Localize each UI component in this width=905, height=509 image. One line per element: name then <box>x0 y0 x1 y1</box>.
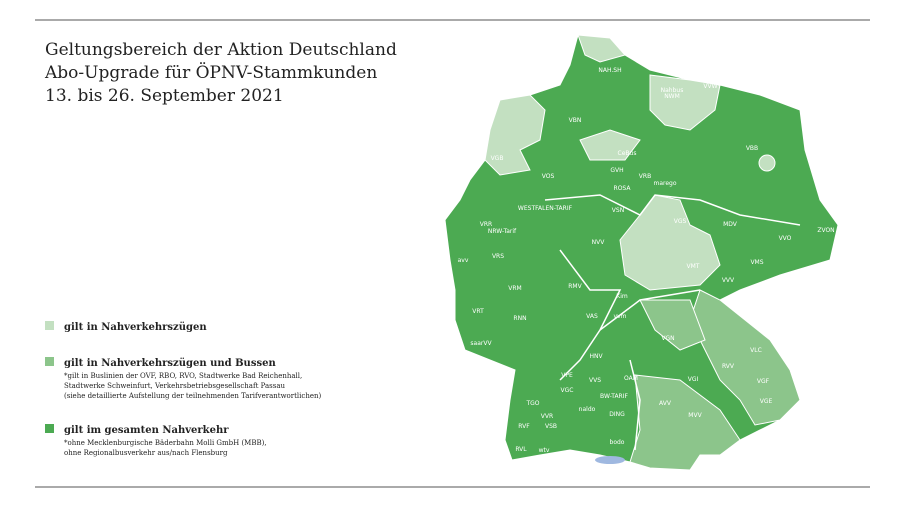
region-label: OAM <box>624 375 638 382</box>
legend-note: *gilt in Buslinien der OVF, RBO, RVO, St… <box>64 372 302 380</box>
region-label: NAH.SH <box>598 67 621 74</box>
region-label: TGO <box>525 400 539 407</box>
region-label: NVV <box>592 239 606 246</box>
region-label: GVH <box>610 167 623 174</box>
region-label: marego <box>653 180 676 187</box>
region-label: CeBus <box>618 150 637 157</box>
region-label: VLC <box>750 347 762 354</box>
region-label: VRM <box>508 285 521 292</box>
region-label: Nahbus <box>661 87 684 94</box>
region-label: Kim <box>616 293 628 300</box>
region-label: VVW* <box>703 83 720 90</box>
region-label: RVF <box>518 423 530 430</box>
region-label: VGI <box>688 376 699 383</box>
region-label: RNN <box>513 315 526 322</box>
legend-swatch <box>45 357 54 366</box>
legend-label: gilt im gesamten Nahverkehr <box>64 425 229 436</box>
region-label: VRT <box>472 308 484 315</box>
region-label: MVV <box>688 412 702 419</box>
zone-light <box>649 74 721 131</box>
border <box>629 359 641 451</box>
region-label: ROSA <box>614 185 632 192</box>
region-label: VGB <box>491 155 504 162</box>
zone-light <box>619 194 721 291</box>
title: Abo-Upgrade für ÖPNV-Stammkunden <box>44 62 377 83</box>
zone-light <box>579 129 641 161</box>
border <box>559 249 622 381</box>
region-label: VVO <box>779 235 792 242</box>
zone-medium <box>689 289 801 426</box>
lake <box>595 456 625 464</box>
map <box>444 34 839 471</box>
legend-swatch <box>45 321 54 330</box>
region-label: NWM <box>664 93 680 100</box>
region-label: saarVV <box>470 340 492 347</box>
border <box>544 194 801 226</box>
region-label: RVL <box>515 446 527 453</box>
region-label: RMV <box>568 283 582 290</box>
legend-label: gilt in Nahverkehrszügen <box>64 322 207 333</box>
region-label: VGC <box>561 387 574 394</box>
region-label: ZVON <box>817 227 834 234</box>
legend-note: (siehe detaillierte Aufstellung der teil… <box>64 392 321 400</box>
legend-note: Stadtwerke Schweinfurt, Verkehrsbetriebs… <box>64 382 286 390</box>
region-label: VVS <box>589 377 601 384</box>
region-label: VGE <box>760 398 773 405</box>
berlin <box>758 154 776 172</box>
region-label: VRR <box>480 221 492 228</box>
region-label: VRB <box>639 173 651 180</box>
zone-light <box>484 94 546 176</box>
zone-medium <box>639 299 706 351</box>
region-label: HNV <box>589 353 603 360</box>
region-label: VGS <box>674 218 687 225</box>
region-label: VSN <box>612 207 624 214</box>
region-label: wtv <box>539 447 550 454</box>
region-label: MDV <box>723 221 738 228</box>
region-label: VPE <box>561 372 573 379</box>
zone-medium <box>629 374 741 471</box>
region-label: RVV <box>722 363 735 370</box>
region-label: BW-TARIF <box>600 393 628 400</box>
region-label: NRW-Tarif <box>488 228 517 235</box>
region-label: VGF <box>757 378 770 385</box>
region-label: VRS <box>492 253 504 260</box>
region-label: vvm <box>614 313 627 320</box>
region-label: naldo <box>579 406 596 413</box>
zone-light <box>577 34 626 63</box>
region-label: VVV <box>722 277 735 284</box>
region-label: avv <box>458 257 469 264</box>
legend-swatch <box>45 424 54 433</box>
title: Geltungsbereich der Aktion Deutschland <box>45 40 397 60</box>
legend-note: ohne Regionalbusverkehr aus/nach Flensbu… <box>64 449 228 457</box>
region-label: AVV <box>659 400 672 407</box>
region-label: VGN <box>661 335 674 342</box>
region-label: VMS <box>750 259 763 266</box>
legend-label: gilt in Nahverkehrszügen und Bussen <box>64 358 276 369</box>
region-label: VBN <box>569 117 582 124</box>
region-label: VMT <box>687 263 700 270</box>
region-label: VSB <box>545 423 557 430</box>
region-label: VOS <box>542 173 555 180</box>
region-label: bodo <box>610 439 625 446</box>
region-label: DING <box>609 411 625 418</box>
border <box>599 289 701 331</box>
region-label: VVR <box>541 413 553 420</box>
legend-note: *ohne Mecklenburgische Bäderbahn Molli G… <box>64 439 267 447</box>
region-label: VBB <box>746 145 758 152</box>
region-label: WESTFALEN-TARIF <box>518 205 573 212</box>
region-label: VAS <box>586 313 598 320</box>
title: 13. bis 26. September 2021 <box>45 86 284 106</box>
